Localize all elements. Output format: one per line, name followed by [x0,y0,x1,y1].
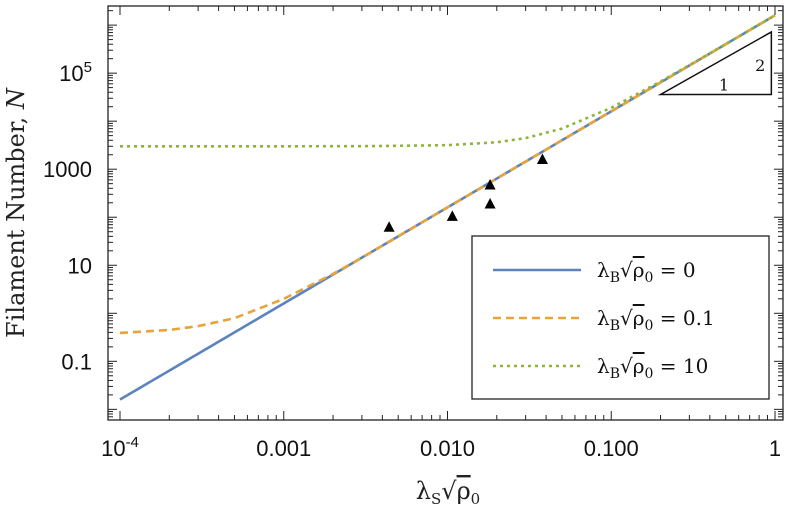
legend-label-part: B [610,270,620,286]
data-marker [484,178,496,190]
x-tick-label: 1 [769,436,781,461]
marker-layer [383,153,548,232]
x-axis-title: λS√ρ0 [416,477,480,508]
legend-label-part: = 0.1 [653,306,714,330]
legend-label-part: 0 [645,318,654,334]
series-line-1 [119,14,776,335]
series-line-2 [120,14,776,148]
x-axis-title-rho-sub: 0 [471,490,481,508]
legend-label-part: λ [597,354,610,378]
x-tick-label: 0.001 [256,436,311,461]
x-tick-label: 0.100 [584,436,639,461]
legend-label-part: √ [620,306,633,330]
legend-label-0: λB√ρ0 = 0 [597,258,696,286]
legend-label-1: λB√ρ0 = 0.1 [597,306,715,334]
y-tick-label: 105 [59,59,92,86]
legend-label-part: ρ [633,258,645,282]
legend-label-part: = 10 [653,354,708,378]
data-marker [484,198,496,209]
y-tick-label: 0.1 [61,349,92,374]
slope-triangle: 12 [657,30,773,96]
data-marker [536,153,548,165]
y-axis-title-var: N [2,87,30,110]
y-tick-label: 10 [68,253,92,278]
legend-label-part: √ [620,258,633,282]
x-axis-title-sub: S [431,490,441,508]
legend-label-part: B [610,366,620,382]
data-marker [383,221,395,232]
legend-label-part: 0 [645,366,654,382]
legend-label-part: B [610,318,620,334]
y-axis-title-text: Filament Number, [2,109,30,338]
x-axis-title-sqrt: √ [441,477,457,505]
legend-label-part: ρ [633,306,645,330]
legend-label-2: λB√ρ0 = 10 [597,354,708,382]
y-tick-label-exponent: 5 [84,59,92,76]
legend-label-part: 0 [645,270,654,286]
series-layer [119,14,776,401]
slope-run-label: 1 [719,75,729,94]
x-tick-label: 10-4 [101,434,139,461]
x-axis-title-lambda: λ [416,477,431,505]
slope-triangle-shape [657,30,773,96]
y-axis-title: Filament Number, N [2,87,30,338]
slope-rise-label: 2 [755,56,765,75]
x-axis-title-rho: ρ [457,477,471,505]
legend-label-part: λ [597,306,610,330]
legend-label-part: ρ [633,354,645,378]
legend-label-part: λ [597,258,610,282]
x-tick-label-exponent: -4 [126,434,139,451]
y-tick-label: 1000 [43,157,92,182]
data-marker [446,210,458,221]
legend: λB√ρ0 = 0λB√ρ0 = 0.1λB√ρ0 = 10 [471,235,770,400]
legend-label-part: = 0 [653,258,695,282]
legend-label-part: √ [620,354,633,378]
axis-ticks [108,6,783,421]
x-tick-label: 0.010 [420,436,475,461]
plot-frame [107,5,784,421]
